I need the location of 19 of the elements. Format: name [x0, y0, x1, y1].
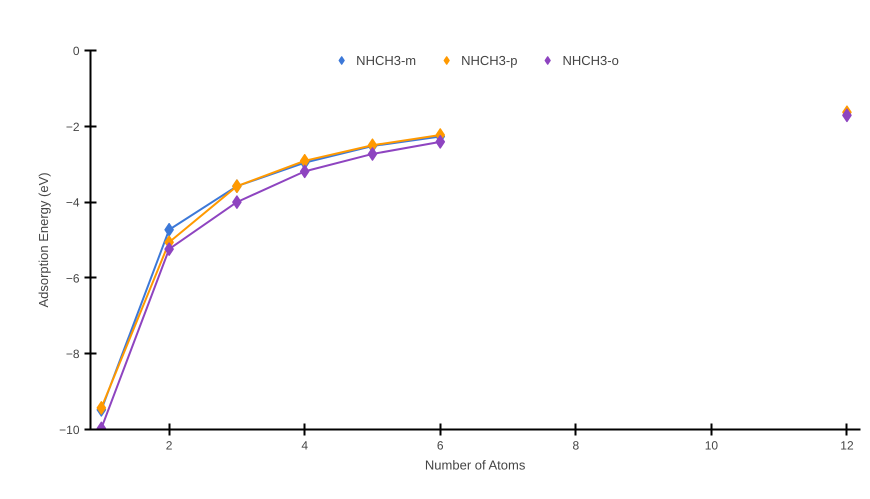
y-axis-title: Adsorption Energy (eV) [36, 172, 52, 308]
legend-label: NHCH3-m [356, 52, 416, 68]
y-tick-label: −10 [59, 423, 80, 437]
y-tick-label: 0 [72, 44, 80, 58]
y-tick-label: −2 [66, 120, 80, 134]
legend-label: NHCH3-p [461, 52, 518, 68]
x-tick-label: 4 [301, 438, 308, 452]
x-tick-label: 6 [436, 438, 444, 452]
x-tick-label: 8 [572, 438, 580, 452]
y-tick-label: −8 [66, 347, 80, 362]
y-tick-label: −6 [66, 271, 80, 286]
legend-label: NHCH3-o [562, 52, 619, 68]
y-tick-label: −4 [66, 196, 80, 210]
x-tick-label: 10 [704, 438, 718, 452]
x-tick-label: 12 [840, 438, 854, 452]
point [435, 134, 446, 149]
x-axis-title: Number of Atoms [424, 458, 526, 472]
x-tick-label: 2 [166, 438, 173, 452]
point [300, 164, 310, 178]
